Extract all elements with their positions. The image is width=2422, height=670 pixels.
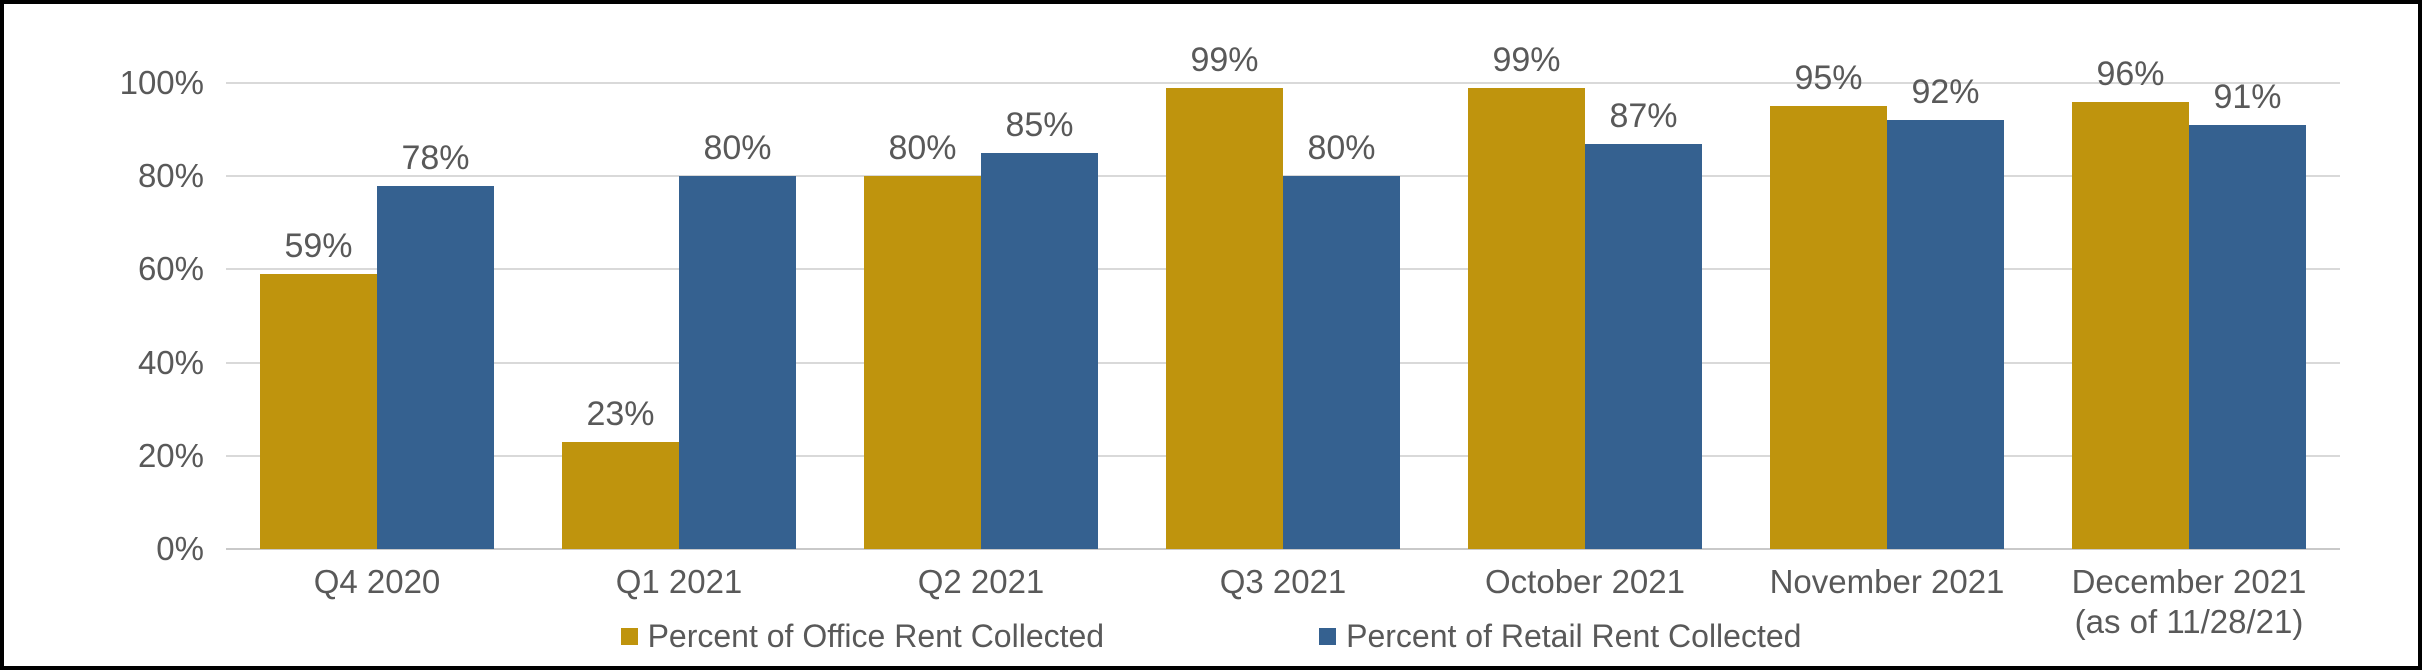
category-label: October 2021 [1434, 562, 1736, 602]
legend: Percent of Office Rent Collected Percent … [4, 616, 2418, 656]
bar-value-label: 85% [1005, 105, 1074, 144]
y-tick-label: 0% [156, 530, 204, 567]
bar-value-label: 23% [586, 394, 655, 433]
category-label-line: October 2021 [1485, 563, 1685, 600]
bar-value-label: 80% [703, 129, 772, 168]
legend-marker-icon [1319, 627, 1337, 645]
x-axis: Q4 2020 Q1 2021 Q2 2021 Q3 2021 October 2021… [226, 562, 2340, 652]
bar-retail [377, 185, 494, 549]
bar-retail [679, 176, 796, 549]
y-tick-label: 80% [137, 157, 204, 195]
y-tick-label: 20% [137, 436, 204, 474]
category-label-line: November 2021 [1769, 563, 2005, 600]
category-label-line: Q1 2021 [615, 563, 743, 600]
bar-office [864, 176, 981, 549]
category-label-line: December 2021 [2071, 563, 2307, 600]
bar-office [1166, 87, 1283, 549]
legend-item-office: Percent of Office Rent Collected [620, 616, 1105, 656]
bar-value-label: 80% [1307, 129, 1376, 168]
legend-label: Percent of Office Rent Collected [647, 618, 1105, 654]
bar-value-label: 95% [1794, 59, 1863, 98]
category-label: Q3 2021 [1132, 562, 1434, 602]
bar-office [1468, 87, 1585, 549]
bar-value-label: 99% [1492, 40, 1561, 79]
legend-marker-icon [620, 627, 638, 645]
category-label: Q2 2021 [830, 562, 1132, 602]
bar-retail [1283, 176, 1400, 549]
plot-area: 59% 78% 23% 80% 80% 85% 99% 80% 99% 87% 95% 92% 96% 9… [226, 41, 2340, 550]
y-tick-label: 40% [137, 343, 204, 381]
bar-office [1770, 106, 1887, 549]
bar-value-label: 59% [284, 227, 353, 266]
legend-item-retail: Percent of Retail Rent Collected [1319, 616, 1801, 656]
category-label-line: Q3 2021 [1219, 563, 1347, 600]
legend-label: Percent of Retail Rent Collected [1346, 618, 1802, 654]
bar-retail [981, 152, 1098, 549]
bar-value-label: 92% [1911, 73, 1980, 112]
bar-value-label: 78% [401, 138, 470, 177]
category-label-line: Q2 2021 [917, 563, 1045, 600]
category-label: Q4 2020 [226, 562, 528, 602]
y-tick-label: 60% [137, 250, 204, 288]
bar-retail [2189, 124, 2306, 549]
category-label: December 2021 (as of 11/28/21) [2038, 562, 2340, 642]
category-label: November 2021 [1736, 562, 2038, 602]
x-axis-line [226, 548, 2340, 550]
bar-office [260, 274, 377, 549]
y-axis: 0% 20% 40% 60% 80% 100% [4, 4, 204, 666]
bar-retail [1887, 120, 2004, 549]
bar-retail [1585, 143, 1702, 549]
bar-value-label: 96% [2096, 54, 2165, 93]
bar-office [2072, 101, 2189, 549]
bar-chart-figure: 0% 20% 40% 60% 80% 100% 59% 78% 23% 80% 80% 85% 99%… [4, 4, 2418, 666]
category-label-line: Q4 2020 [313, 563, 441, 600]
category-label-line: (as of 11/28/21) [2074, 603, 2304, 640]
category-label: Q1 2021 [528, 562, 830, 602]
bar-value-label: 80% [888, 129, 957, 168]
bar-value-label: 91% [2213, 77, 2282, 116]
bar-office [562, 441, 679, 549]
gridline [226, 82, 2340, 84]
bar-value-label: 87% [1609, 96, 1678, 135]
y-tick-label: 100% [119, 64, 204, 101]
bar-value-label: 99% [1190, 40, 1259, 79]
